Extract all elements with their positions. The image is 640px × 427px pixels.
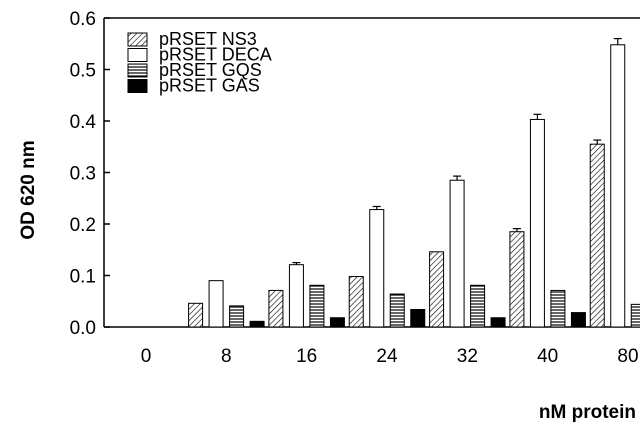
bar-prset-gas	[249, 320, 265, 328]
bar-prset-gas	[570, 312, 586, 328]
y-tick-label: 0.6	[70, 9, 96, 30]
legend-label: pRSET DECA	[159, 45, 272, 65]
legend-swatch	[127, 63, 148, 78]
bar-prset-deca	[610, 44, 626, 328]
bar-prset-ns3	[348, 276, 364, 328]
bar-prset-deca	[369, 209, 385, 328]
x-tick-label: 32	[457, 346, 478, 367]
y-tick-label: 0.0	[70, 318, 96, 339]
bar-prset-gqs	[550, 289, 566, 328]
bar-prset-gqs	[389, 293, 405, 328]
legend-label: pRSET NS3	[159, 29, 257, 49]
x-tick-label: 24	[376, 346, 398, 367]
bar-prset-gqs	[309, 284, 325, 328]
legend-swatch	[127, 32, 148, 47]
bar-prset-ns3	[589, 143, 605, 328]
bar-prset-ns3	[268, 289, 284, 328]
bar-prset-gas	[490, 317, 506, 328]
legend-swatch	[127, 79, 148, 93]
bar-prset-deca	[288, 264, 304, 328]
x-axis-ticks: 0 8 16 24 32 40 80	[141, 346, 639, 367]
legend-label: pRSET GQS	[159, 60, 262, 80]
legend-label: pRSET GAS	[159, 76, 260, 96]
x-tick-label: 40	[537, 346, 558, 367]
bar-prset-ns3	[509, 231, 525, 328]
x-tick-label: 0	[141, 346, 152, 367]
bar-prset-gas	[329, 317, 345, 328]
y-tick-label: 0.5	[70, 61, 96, 82]
y-axis-ticks: 0.0 0.1 0.2 0.3 0.4 0.5 0.6	[70, 9, 110, 339]
bar-prset-ns3	[429, 251, 445, 328]
bar-prset-deca	[208, 280, 224, 328]
y-tick-label: 0.2	[70, 215, 96, 236]
error-bars-group	[292, 37, 622, 265]
y-tick-label: 0.4	[70, 112, 97, 133]
bar-prset-gqs	[229, 305, 245, 328]
bar-prset-ns3	[188, 302, 204, 328]
y-tick-label: 0.3	[70, 164, 96, 185]
bar-prset-deca	[529, 118, 545, 328]
x-tick-label: 8	[221, 346, 232, 367]
bar-prset-gqs	[630, 303, 640, 328]
bars-group	[188, 44, 640, 328]
bar-prset-gas	[410, 308, 426, 328]
bar-prset-gqs	[470, 284, 486, 328]
bar-prset-deca	[449, 179, 465, 328]
legend-swatch	[127, 48, 148, 62]
x-tick-label: 16	[296, 346, 317, 367]
x-tick-label: 80	[617, 346, 638, 367]
y-tick-label: 0.1	[70, 267, 96, 288]
y-axis-title: OD 620 nm	[18, 140, 39, 239]
x-axis-title: nM protein	[539, 402, 636, 423]
